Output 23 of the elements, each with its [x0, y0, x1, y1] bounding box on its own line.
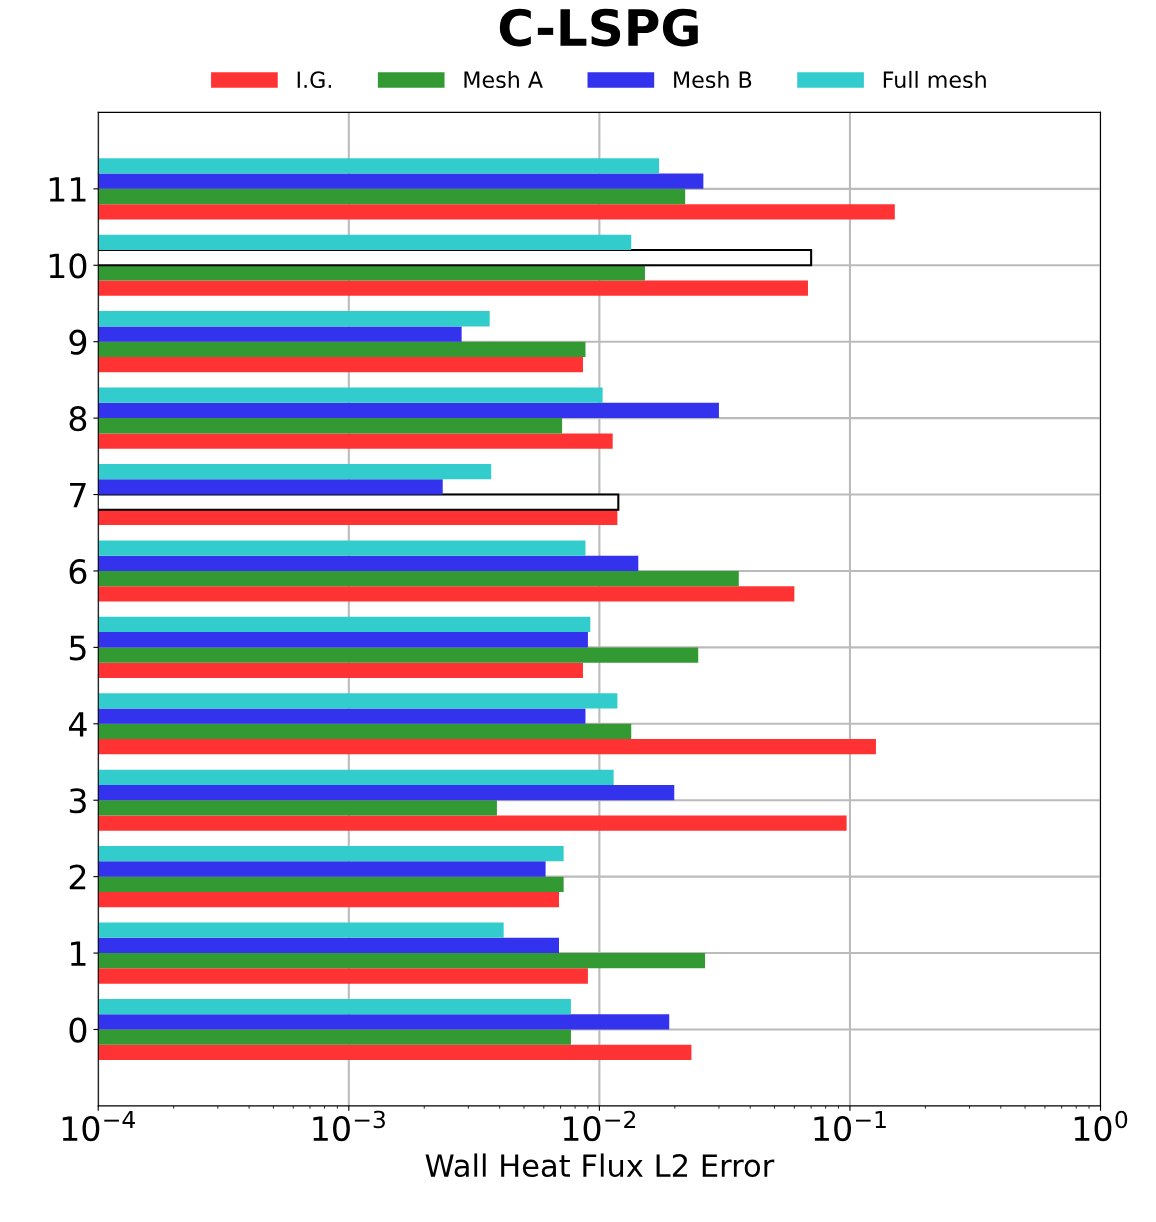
x-tick-label: 10$^{0}$ — [1074, 1110, 1128, 1142]
y-tick-label: 8 — [69, 406, 87, 432]
legend-label: Mesh B — [674, 70, 752, 89]
x-tick-label: 10$^{−1}$ — [814, 1110, 886, 1142]
y-tick-label: 7 — [70, 482, 86, 508]
y-tick-label: 10 — [49, 253, 87, 279]
y-tick-label: 9 — [69, 329, 87, 355]
y-tick-label: 3 — [69, 788, 86, 814]
y-tick-label: 6 — [69, 558, 87, 585]
y-tick-label: 11 — [49, 177, 86, 202]
x-tick-label: 10$^{−4}$ — [62, 1110, 135, 1142]
legend-label: I.G. — [297, 71, 332, 89]
x-tick-label: 10$^{−3}$ — [313, 1110, 385, 1142]
x-tick-label: 10$^{−2}$ — [563, 1110, 636, 1142]
y-tick-label: 2 — [69, 864, 86, 890]
y-tick-label: 5 — [69, 635, 86, 661]
legend-label: Mesh A — [464, 70, 543, 89]
x-axis-title: Wall Heat Flux L2 Error — [425, 1153, 775, 1178]
legend-label: Full mesh — [883, 70, 986, 89]
chart-title: C-LSPG — [499, 8, 698, 47]
y-tick-label: 4 — [68, 712, 87, 737]
y-tick-label: 0 — [69, 1017, 87, 1043]
y-tick-label: 1 — [70, 941, 86, 966]
